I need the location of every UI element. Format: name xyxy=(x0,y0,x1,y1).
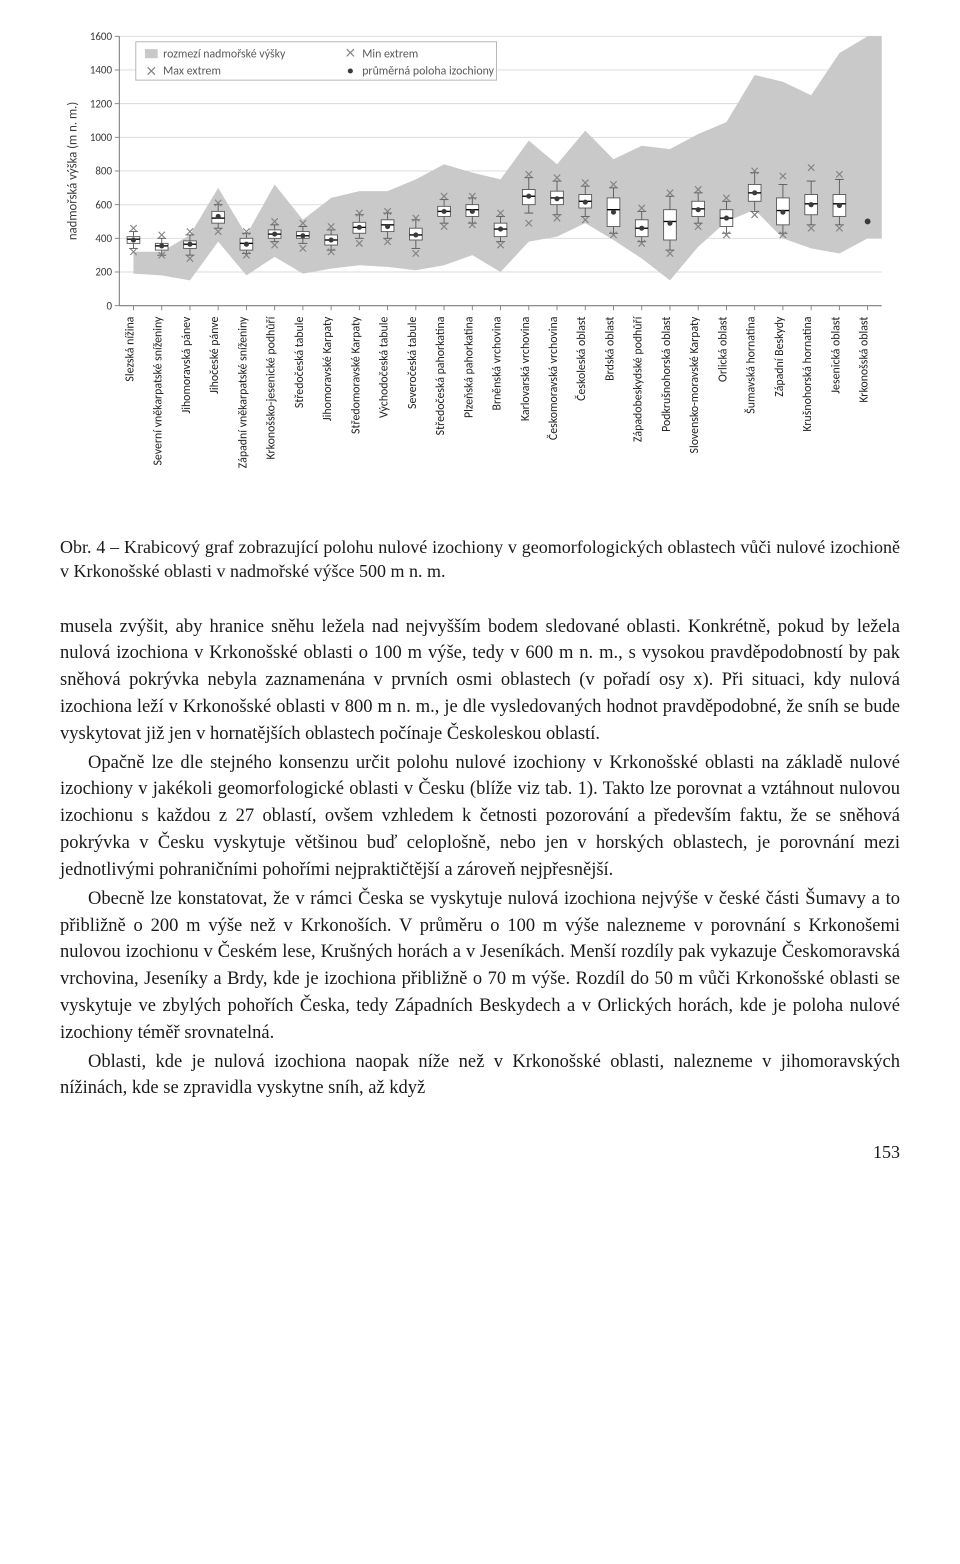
svg-text:1600: 1600 xyxy=(90,30,113,43)
figure-caption: Obr. 4 – Krabicový graf zobrazující polo… xyxy=(60,535,900,584)
svg-text:Min extrem: Min extrem xyxy=(362,47,418,61)
svg-text:Jesenická oblast: Jesenická oblast xyxy=(829,317,843,394)
paragraph: Obecně lze konstatovat, že v rámci Česka… xyxy=(60,886,900,1047)
boxplot-chart: 0 200 400 600 800 1000 1200 1400 1600 nadmořská v… xyxy=(60,10,900,515)
svg-text:Českomoravská vrchovina: Českomoravská vrchovina xyxy=(547,317,561,440)
svg-text:Západobeskydské podhůří: Západobeskydské podhůří xyxy=(632,315,646,442)
svg-text:Středomoravské Karpaty: Středomoravské Karpaty xyxy=(349,316,363,434)
svg-text:1200: 1200 xyxy=(90,97,113,110)
svg-text:Krušnohorská hornatina: Krušnohorská hornatina xyxy=(801,317,815,432)
paragraph: Oblasti, kde je nulová izochiona naopak … xyxy=(60,1049,900,1103)
svg-text:Brdská oblast: Brdská oblast xyxy=(603,317,617,381)
svg-text:rozmezí nadmořské výšky: rozmezí nadmořské výšky xyxy=(163,47,286,61)
svg-text:Slovensko-moravské Karpaty: Slovensko-moravské Karpaty xyxy=(688,316,702,453)
svg-text:Středočeská pahorkatina: Středočeská pahorkatina xyxy=(434,317,448,436)
svg-text:1400: 1400 xyxy=(90,64,113,77)
svg-text:Západní Beskydy: Západní Beskydy xyxy=(773,316,787,397)
svg-text:600: 600 xyxy=(95,198,112,211)
svg-text:Západní vněkarpatské sníženiny: Západní vněkarpatské sníženiny xyxy=(236,316,250,468)
body-text: musela zvýšit, aby hranice sněhu ležela … xyxy=(60,614,900,1103)
page-number: 153 xyxy=(60,1142,900,1163)
svg-text:Krkonošská oblast: Krkonošská oblast xyxy=(858,317,872,403)
svg-text:nadmořská výška (m n. m.): nadmořská výška (m n. m.) xyxy=(65,102,80,240)
svg-text:Severní vněkarpatské sníženiny: Severní vněkarpatské sníženiny xyxy=(152,316,166,466)
svg-text:Jihomoravská pánev: Jihomoravská pánev xyxy=(180,316,194,414)
svg-text:Max extrem: Max extrem xyxy=(163,65,221,79)
svg-text:Českoleská oblast: Českoleská oblast xyxy=(575,317,589,401)
svg-text:Slezská nížina: Slezská nížina xyxy=(123,317,137,382)
svg-text:0: 0 xyxy=(106,299,112,312)
svg-text:Jihočeské pánve: Jihočeské pánve xyxy=(208,317,222,394)
svg-text:Východočeská tabule: Východočeská tabule xyxy=(378,317,392,419)
svg-text:průměrná poloha izochiony: průměrná poloha izochiony xyxy=(362,65,494,79)
svg-text:800: 800 xyxy=(95,165,112,178)
svg-text:Šumavská hornatina: Šumavská hornatina xyxy=(745,317,759,414)
svg-text:Severočeská tabule: Severočeská tabule xyxy=(406,317,420,409)
paragraph: musela zvýšit, aby hranice sněhu ležela … xyxy=(60,614,900,748)
chart-svg: 0 200 400 600 800 1000 1200 1400 1600 nadmořská v… xyxy=(60,10,900,510)
svg-text:Krkonošsko-jesenické podhůří: Krkonošsko-jesenické podhůří xyxy=(265,315,279,459)
svg-text:Brněnská vrchovina: Brněnská vrchovina xyxy=(491,317,505,411)
svg-text:Jihomoravské Karpaty: Jihomoravské Karpaty xyxy=(321,316,335,421)
svg-text:Plzeňská pahorkatina: Plzeňská pahorkatina xyxy=(462,317,476,418)
paragraph: Opačně lze dle stejného konsenzu určit p… xyxy=(60,750,900,884)
svg-text:200: 200 xyxy=(95,266,112,279)
svg-text:400: 400 xyxy=(95,232,112,245)
svg-text:Orlická oblast: Orlická oblast xyxy=(716,317,730,382)
svg-text:1000: 1000 xyxy=(90,131,113,144)
svg-text:Karlovarská vrchovina: Karlovarská vrchovina xyxy=(519,317,533,421)
svg-text:Středočeská tabule: Středočeská tabule xyxy=(293,317,307,409)
svg-text:Podkrušnohorská oblast: Podkrušnohorská oblast xyxy=(660,317,674,432)
